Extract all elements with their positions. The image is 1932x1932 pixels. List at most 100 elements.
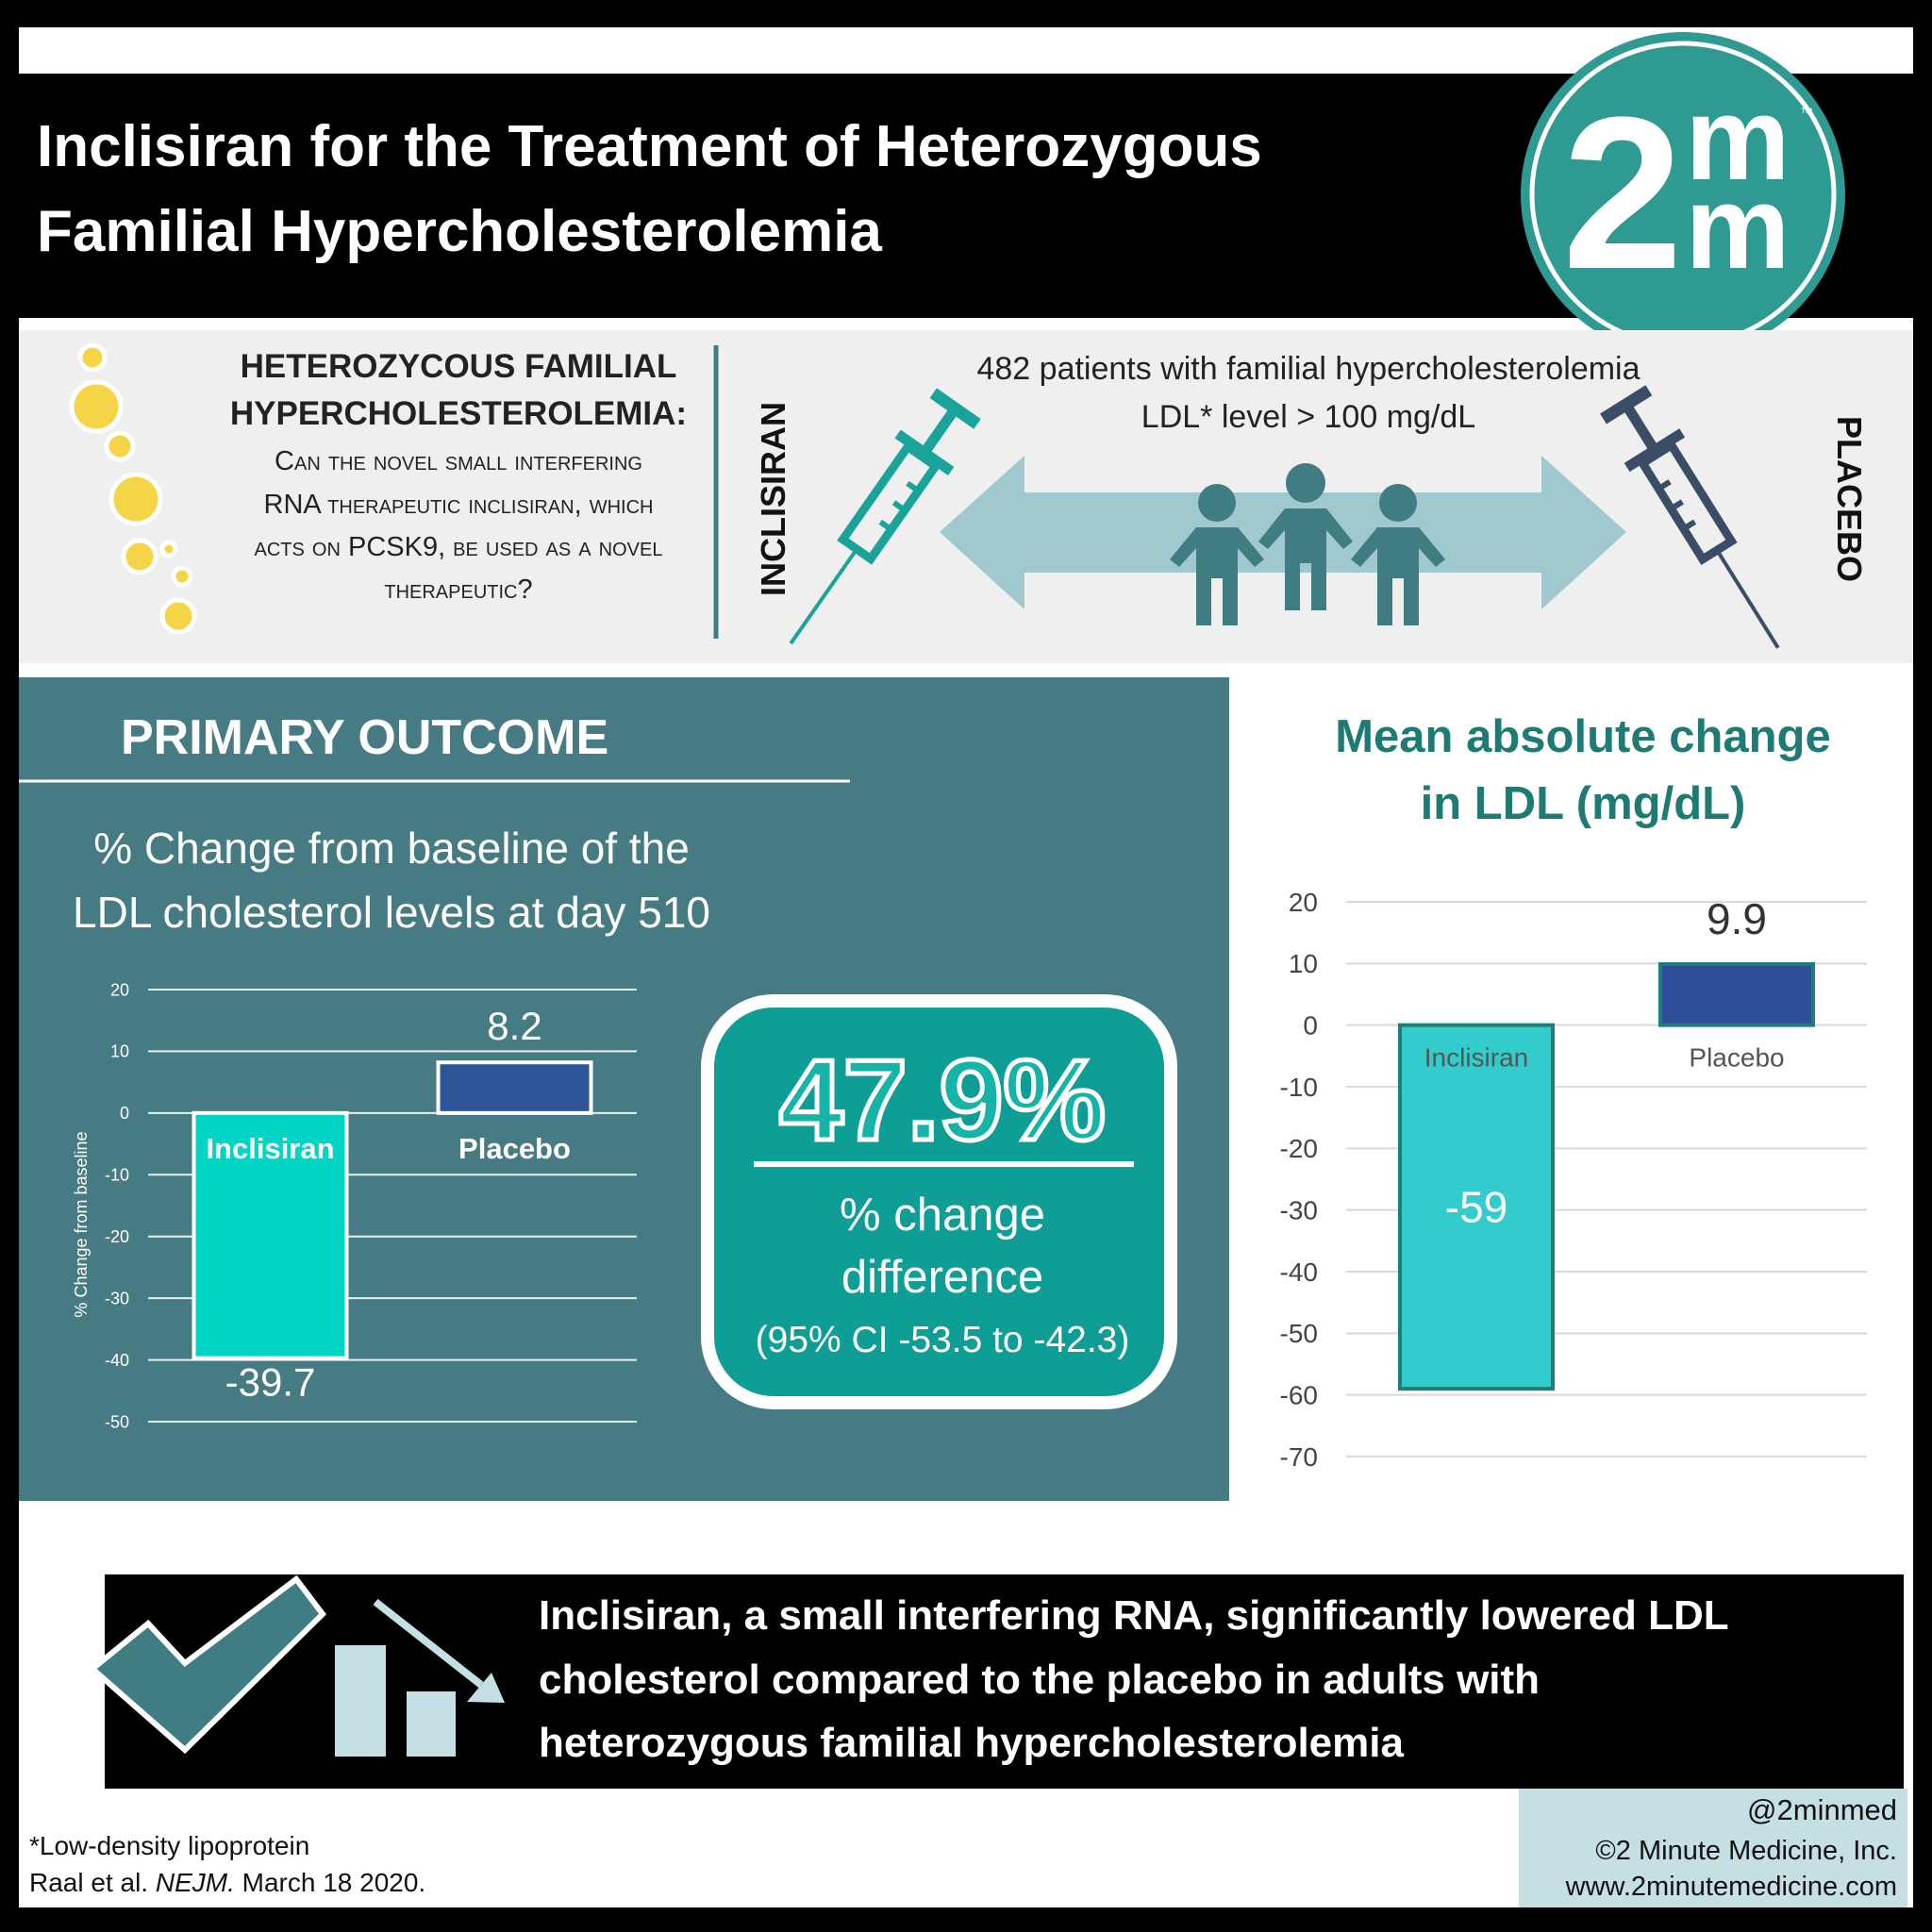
syringe (1600, 385, 1780, 649)
syringe-part (878, 480, 921, 532)
syringe-part (1716, 550, 1780, 649)
arm-label: PLACEBO (1830, 416, 1869, 582)
bar (1658, 961, 1815, 1027)
population-line: LDL* level > 100 mg/dL (1141, 399, 1475, 435)
person (1351, 484, 1445, 625)
value-label: 8.2 (487, 1004, 541, 1048)
result-label: difference (841, 1252, 1043, 1303)
double-arrow (940, 456, 1626, 609)
bar-icon (407, 1691, 456, 1757)
category-label: Inclisiran (206, 1132, 334, 1165)
y-tick-label: -20 (105, 1227, 129, 1246)
bar-icon (335, 1645, 386, 1757)
bubble (159, 597, 197, 635)
value-label: -59 (1445, 1183, 1507, 1232)
value-label: -39.7 (225, 1360, 316, 1405)
arrow-icon (373, 1598, 484, 1689)
y-tick-label: 10 (1289, 949, 1318, 978)
credits-box (1519, 1789, 1907, 1907)
y-tick-label: 0 (1303, 1010, 1318, 1040)
chart-subtitle: LDL cholesterol levels at day 510 (73, 888, 710, 937)
y-tick-label: -30 (1280, 1195, 1318, 1224)
category-label: Placebo (1689, 1043, 1784, 1073)
conclusion-line: heterozygous familial hypercholesterolem… (539, 1720, 1404, 1766)
syringe-part (837, 441, 942, 565)
person-body (1351, 527, 1445, 625)
person (1170, 484, 1264, 625)
y-tick-label: 0 (120, 1104, 129, 1123)
question-body: acts on PCSK9, be used as a novel (255, 532, 663, 562)
citation-part: NEJM. (156, 1868, 235, 1897)
person-head (1286, 463, 1325, 503)
chart-subtitle: % Change from baseline of the (93, 824, 690, 873)
category-label: Placebo (458, 1132, 571, 1165)
credit-line: ©2 Minute Medicine, Inc. (1595, 1836, 1897, 1866)
y-tick-label: -40 (1280, 1257, 1318, 1287)
arm-label: INCLISIRAN (754, 402, 792, 596)
y-tick-label: -70 (1280, 1442, 1318, 1472)
y-tick-label: -10 (1280, 1073, 1318, 1102)
logo-letter: m (1685, 162, 1790, 293)
bubble (104, 430, 136, 462)
bubbles (69, 342, 197, 635)
logo-mark: ™ (1800, 105, 1813, 120)
question-heading: HYPERCHOLESTEROLEMIA: (230, 395, 687, 432)
logo-letter: m (1685, 74, 1790, 205)
y-tick-label: 20 (1289, 888, 1318, 917)
bubble (121, 538, 158, 575)
person-head (1379, 484, 1417, 522)
y-tick-label: -50 (1280, 1319, 1318, 1348)
y-tick-label: -40 (105, 1351, 129, 1370)
conclusion-band (105, 1574, 1904, 1789)
syringe (789, 388, 981, 645)
chart-title: in LDL (mg/dL) (1421, 778, 1746, 829)
section-heading: PRIMARY OUTCOME (121, 710, 608, 765)
bar (436, 1060, 593, 1115)
y-axis-label: % Change from baseline (72, 1131, 91, 1317)
people (1170, 463, 1445, 625)
result-box (701, 994, 1177, 1409)
person-body (1258, 508, 1353, 610)
person-body (1170, 527, 1264, 625)
bubble (69, 379, 124, 434)
credit-line: @2minmed (1747, 1793, 1897, 1826)
category-label: Inclisiran (1424, 1043, 1528, 1073)
check-icon (88, 1574, 326, 1755)
question-body: therapeutic? (384, 575, 532, 605)
bar (1398, 1023, 1555, 1391)
y-tick-label: -10 (105, 1166, 129, 1185)
citation: Raal et al. NEJM. March 18 2020. (29, 1868, 425, 1897)
logo-number: 2 (1562, 72, 1683, 314)
citation-part: Raal et al. (29, 1868, 156, 1897)
result-value: 47.9% (779, 1036, 1106, 1164)
syringe-part (1657, 479, 1697, 532)
question-body: Can the novel small interfering (275, 446, 642, 476)
chart-title: Mean absolute change (1335, 711, 1831, 762)
value-label: 9.9 (1707, 894, 1767, 943)
bubble (171, 565, 193, 588)
arrow-icon-head (467, 1673, 505, 1703)
footnote: *Low-density lipoprotein (29, 1831, 309, 1860)
logo-circle (1521, 32, 1845, 357)
citation-part: March 18 2020. (235, 1868, 425, 1897)
syringe-part (789, 549, 858, 645)
person (1258, 463, 1353, 610)
y-tick-label: 20 (110, 980, 129, 999)
title-line: Inclisiran for the Treatment of Heterozy… (37, 114, 1262, 179)
question-heading: HETEROZYCOUS FAMILIAL (241, 348, 677, 385)
population-line: 482 patients with familial hypercholeste… (976, 351, 1640, 387)
credit-line: www.2minutemedicine.com (1565, 1872, 1897, 1902)
result-ci: (95% CI -53.5 to -42.3) (756, 1320, 1130, 1360)
y-tick-label: 10 (110, 1042, 129, 1061)
person-head (1198, 484, 1236, 522)
conclusion-line: cholesterol compared to the placebo in a… (539, 1657, 1540, 1703)
y-tick-label: -50 (105, 1412, 129, 1431)
bubble (108, 472, 163, 526)
title-line: Familial Hypercholesterolemia (37, 199, 882, 264)
y-tick-label: -20 (1280, 1134, 1318, 1163)
question-body: RNA therapeutic inclisiran, which (264, 490, 654, 520)
design-band (19, 330, 1913, 663)
y-tick-label: -60 (1280, 1380, 1318, 1409)
